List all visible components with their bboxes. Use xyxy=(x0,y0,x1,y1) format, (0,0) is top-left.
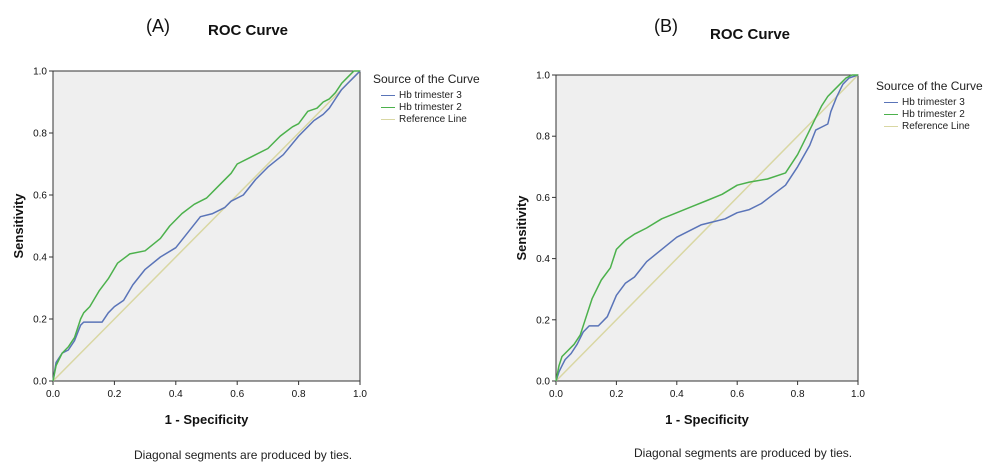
series-line-hb-trimester-2 xyxy=(52,70,360,382)
chart-title: ROC Curve xyxy=(710,26,791,43)
roc-chart-panel-a: (A) ROC Curve 0.0 0.2 0.4 0.6 0.8 1.0 0.0 0.2 0.… xyxy=(0,0,493,462)
y-tick-label: 0.4 xyxy=(33,253,47,264)
legend-item-hb-trimester-3: Hb trimester 3 xyxy=(373,89,480,101)
y-tick-label: 1.0 xyxy=(33,67,47,78)
x-tick-label: 0.4 xyxy=(169,389,183,400)
legend-label: Hb trimester 3 xyxy=(902,96,965,108)
legend-label: Reference Line xyxy=(902,120,970,132)
legend-swatch-reference-line xyxy=(381,118,395,120)
x-tick-label: 0.2 xyxy=(609,389,623,400)
x-tick-label: 0.6 xyxy=(730,389,744,400)
x-tick-label: 0.6 xyxy=(230,389,244,400)
legend-label: Hb trimester 3 xyxy=(399,89,462,101)
x-tick-label: 0.4 xyxy=(670,389,684,400)
legend-swatch-reference-line xyxy=(884,125,898,127)
legend-swatch-hb-trimester-3 xyxy=(381,94,395,96)
y-tick-label: 0.6 xyxy=(536,193,550,204)
legend-item-hb-trimester-2: Hb trimester 2 xyxy=(876,108,983,120)
series-line-hb-trimester-2 xyxy=(555,74,858,382)
y-tick-label: 0.4 xyxy=(536,254,550,265)
y-tick-label: 0.6 xyxy=(33,191,47,202)
legend-item-hb-trimester-3: Hb trimester 3 xyxy=(876,96,983,108)
legend-label: Reference Line xyxy=(399,113,467,125)
series-line-hb-trimester-3 xyxy=(52,70,361,382)
legend-swatch-hb-trimester-2 xyxy=(884,113,898,115)
roc-plot-b: 0.0 0.2 0.4 0.6 0.8 1.0 0.0 0.2 0.4 0.6 0.8 1.0 1 - … xyxy=(514,71,865,428)
legend-label: Hb trimester 2 xyxy=(902,108,965,120)
series-line-reference-line xyxy=(52,70,361,382)
x-axis-title: 1 - Specificity xyxy=(165,412,250,427)
roc-plot-a: 0.0 0.2 0.4 0.6 0.8 1.0 0.0 0.2 0.4 0.6 0.8 1.0 1 - … xyxy=(11,67,367,428)
chart-title: ROC Curve xyxy=(208,22,289,39)
legend-title: Source of the Curve xyxy=(876,79,983,93)
x-tick-label: 0.2 xyxy=(107,389,121,400)
legend: Source of the Curve Hb trimester 3 Hb tr… xyxy=(373,72,480,125)
y-tick-label: 0.0 xyxy=(33,377,47,388)
footnote: Diagonal segments are produced by ties. xyxy=(634,446,853,460)
series-line-reference-line xyxy=(555,74,859,382)
roc-chart-panel-b: (B) ROC Curve 0.0 0.2 0.4 0.6 0.8 1.0 0.0 0.2 0.… xyxy=(494,0,987,462)
y-tick-label: 1.0 xyxy=(536,71,550,82)
x-tick-label: 1.0 xyxy=(353,389,367,400)
y-tick-label: 0.8 xyxy=(33,129,47,140)
x-axis-title: 1 - Specificity xyxy=(665,412,750,427)
legend-label: Hb trimester 2 xyxy=(399,101,462,113)
y-tick-label: 0.2 xyxy=(33,315,47,326)
legend-item-reference-line: Reference Line xyxy=(876,120,983,132)
legend-item-hb-trimester-2: Hb trimester 2 xyxy=(373,101,480,113)
y-tick-label: 0.8 xyxy=(536,132,550,143)
x-tick-label: 0.8 xyxy=(791,389,805,400)
panel-label: (B) xyxy=(654,16,678,36)
x-tick-label: 0.0 xyxy=(549,389,563,400)
series-line-hb-trimester-3 xyxy=(555,74,859,382)
y-axis-title: Sensitivity xyxy=(514,195,529,261)
x-tick-label: 0.8 xyxy=(292,389,306,400)
legend-swatch-hb-trimester-3 xyxy=(884,101,898,103)
legend-item-reference-line: Reference Line xyxy=(373,113,480,125)
panel-label: (A) xyxy=(146,16,170,36)
legend-swatch-hb-trimester-2 xyxy=(381,106,395,108)
footnote: Diagonal segments are produced by ties. xyxy=(134,448,353,462)
y-tick-label: 0.0 xyxy=(536,377,550,388)
x-tick-label: 1.0 xyxy=(851,389,865,400)
legend: Source of the Curve Hb trimester 3 Hb tr… xyxy=(876,79,983,132)
legend-title: Source of the Curve xyxy=(373,72,480,86)
x-tick-label: 0.0 xyxy=(46,389,60,400)
y-axis-title: Sensitivity xyxy=(11,193,26,259)
y-tick-label: 0.2 xyxy=(536,315,550,326)
